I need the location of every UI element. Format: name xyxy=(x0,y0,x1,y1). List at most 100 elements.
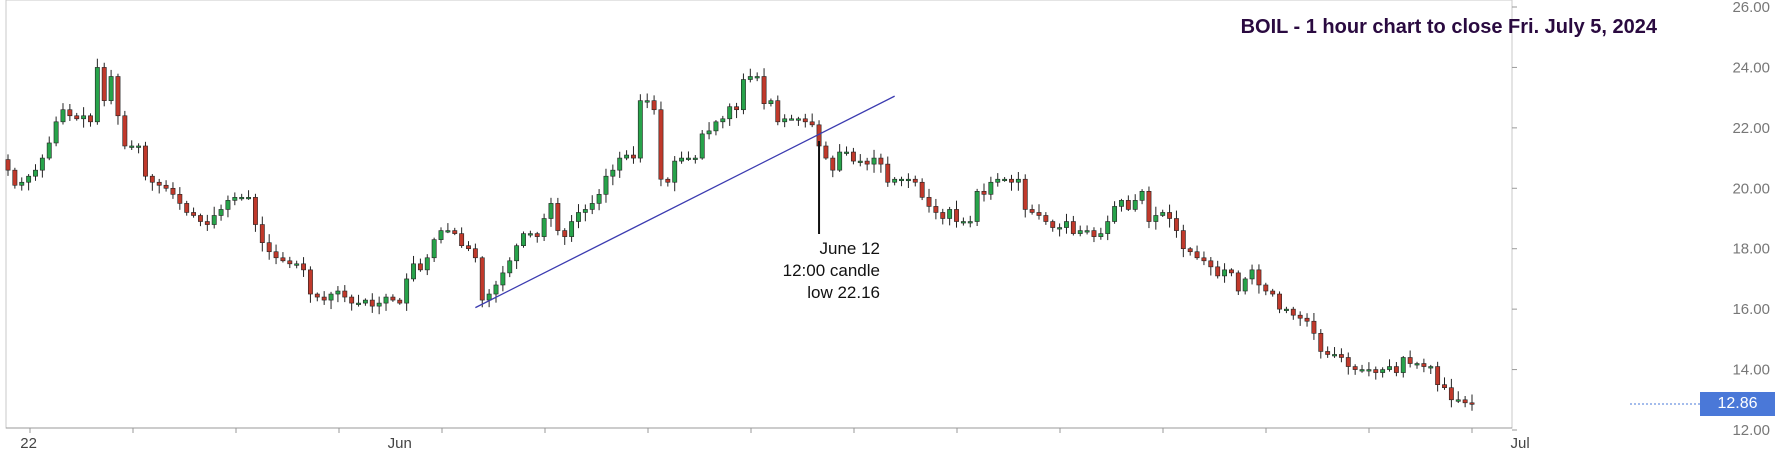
candle-body xyxy=(479,257,485,301)
candle-body xyxy=(1290,308,1296,316)
candle-body xyxy=(115,76,121,117)
y-tick-label: 16.00 xyxy=(1732,301,1770,318)
candle-body xyxy=(1428,366,1434,369)
candle-body xyxy=(1222,269,1227,277)
candle-body xyxy=(1242,278,1248,292)
candle-body xyxy=(658,109,664,180)
candle-body xyxy=(844,151,849,154)
candle-body xyxy=(768,100,774,104)
candle-body xyxy=(1174,218,1179,231)
candle-body xyxy=(101,67,107,101)
candle-body xyxy=(438,230,444,240)
candle-body xyxy=(754,76,760,79)
candle-body xyxy=(1180,230,1186,250)
candle-annotation: June 12 12:00 candle low 22.16 xyxy=(700,238,880,304)
candle-body xyxy=(1469,402,1475,405)
candle-body xyxy=(136,145,142,148)
candle-body xyxy=(232,197,238,201)
y-tick-label: 18.00 xyxy=(1732,241,1770,258)
candle-body xyxy=(1338,354,1344,358)
candle-body xyxy=(1208,260,1214,268)
candle-body xyxy=(1352,366,1358,370)
candle-body xyxy=(809,121,815,126)
candle-body xyxy=(1043,215,1049,222)
candle-body xyxy=(1119,200,1124,207)
chart-title: BOIL - 1 hour chart to close Fri. July 5… xyxy=(1240,16,1657,38)
candle-body xyxy=(170,187,176,195)
candle-body xyxy=(404,278,410,304)
candle-body xyxy=(1077,230,1083,234)
candle-body xyxy=(940,212,946,219)
candle-body xyxy=(445,230,451,233)
candle-body xyxy=(466,245,471,250)
plot-frame xyxy=(5,0,1513,429)
candle-body xyxy=(1448,387,1454,401)
candle-body xyxy=(672,160,678,183)
candle-body xyxy=(431,239,437,259)
candle-body xyxy=(472,248,478,259)
candle-body xyxy=(259,224,265,243)
candle-body xyxy=(156,181,162,186)
candle-body xyxy=(225,200,231,210)
candle-body xyxy=(734,106,739,111)
candle-body xyxy=(335,290,341,295)
y-tick-label: 14.00 xyxy=(1732,362,1770,379)
candle-body xyxy=(1153,215,1159,222)
candle-body xyxy=(954,209,959,222)
y-tick-label: 12.00 xyxy=(1732,422,1770,439)
candle-body xyxy=(459,233,465,246)
candle-body xyxy=(301,263,306,271)
candles-layer xyxy=(5,58,1475,411)
candle-body xyxy=(837,151,843,171)
candle-body xyxy=(191,212,197,216)
candle-body xyxy=(830,157,836,171)
candle-body xyxy=(1325,351,1331,355)
y-tick-label: 24.00 xyxy=(1732,59,1770,76)
candle-body xyxy=(177,194,183,204)
candle-body xyxy=(665,178,671,183)
candle-body xyxy=(775,100,781,123)
candle-body xyxy=(204,221,210,225)
candle-body xyxy=(576,212,581,222)
candle-body xyxy=(1146,191,1152,222)
candle-body xyxy=(713,121,719,132)
x-tick-label: Jun xyxy=(388,435,412,452)
candle-body xyxy=(919,181,925,198)
candle-body xyxy=(747,76,753,80)
candle-body xyxy=(603,175,609,195)
candle-body xyxy=(1435,366,1441,385)
candle-body xyxy=(1256,269,1262,286)
candle-body xyxy=(823,145,829,159)
candle-body xyxy=(94,67,100,123)
candle-body xyxy=(1318,333,1324,352)
candle-body xyxy=(521,233,526,246)
candle-body xyxy=(995,178,1001,183)
candle-body xyxy=(390,296,396,301)
candle-body xyxy=(500,272,506,286)
candle-body xyxy=(314,293,320,298)
candle-body xyxy=(1277,293,1282,310)
candle-body xyxy=(1407,357,1413,364)
candle-body xyxy=(397,299,403,304)
candle-body xyxy=(617,157,623,171)
candle-body xyxy=(562,230,568,237)
candle-body xyxy=(1187,248,1193,253)
candle-body xyxy=(741,79,746,111)
candle-body xyxy=(1421,363,1427,367)
candle-body xyxy=(589,203,595,210)
candle-body xyxy=(383,296,389,304)
candle-body xyxy=(1201,257,1207,262)
candle-body xyxy=(692,157,698,160)
candle-body xyxy=(280,257,286,262)
candle-body xyxy=(1112,206,1118,222)
candle-body xyxy=(527,233,533,236)
candle-body xyxy=(933,206,939,213)
candle-body xyxy=(211,215,217,225)
candle-body xyxy=(727,106,733,120)
candle-body xyxy=(129,145,135,148)
y-tick-label: 26.00 xyxy=(1732,0,1770,16)
candle-body xyxy=(686,157,691,160)
candle-body xyxy=(39,157,45,171)
candle-body xyxy=(321,296,327,301)
candle-body xyxy=(912,178,918,183)
